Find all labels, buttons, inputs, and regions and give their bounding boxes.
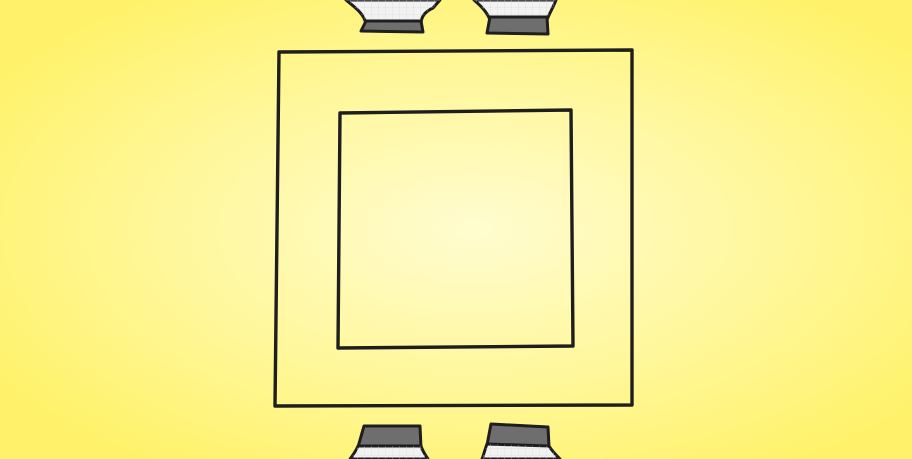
cup-piece-bottom-right[interactable] [480,422,562,459]
outer-frame [273,48,634,408]
cup-piece-top-right[interactable] [472,0,558,36]
inner-frame [336,108,575,350]
cup-piece-bottom-left[interactable] [348,424,430,459]
cup-piece-top-left[interactable] [344,0,442,34]
